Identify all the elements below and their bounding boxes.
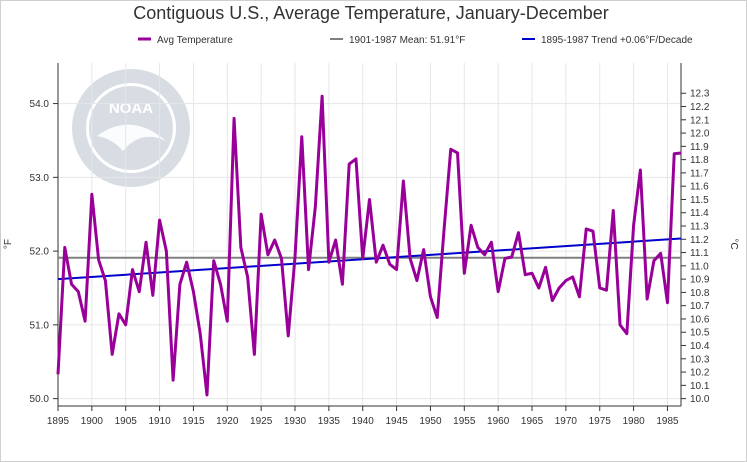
y2-axis-title: °C [728, 238, 739, 249]
y2-tick-label: 10.1 [690, 381, 710, 392]
x-tick-label: 1980 [622, 416, 645, 427]
noaa-logo-watermark: NOAA [72, 69, 190, 187]
y2-tick-label: 12.0 [690, 129, 710, 140]
x-tick-label: 1975 [589, 416, 612, 427]
x-tick-label: 1945 [385, 416, 408, 427]
x-tick-label: 1955 [453, 416, 476, 427]
legend: Avg Temperature 1901-1987 Mean: 51.91°F … [138, 35, 693, 46]
noaa-logo-text: NOAA [109, 100, 153, 117]
y-tick-label: 54.0 [30, 99, 50, 110]
x-tick-label: 1940 [352, 416, 375, 427]
y2-tick-label: 10.3 [690, 354, 710, 365]
x-tick-label: 1960 [487, 416, 510, 427]
y2-tick-label: 11.5 [690, 195, 709, 206]
x-tick-label: 1895 [47, 416, 70, 427]
x-tick-label: 1965 [521, 416, 544, 427]
x-tick-label: 1905 [115, 416, 138, 427]
legend-label-avg: Avg Temperature [157, 35, 233, 46]
y2-tick-label: 10.0 [690, 394, 710, 405]
y2-tick-label: 12.1 [690, 115, 710, 126]
y-tick-label: 51.0 [30, 320, 50, 331]
y2-tick-label: 10.4 [690, 341, 710, 352]
x-tick-label: 1915 [182, 416, 205, 427]
y-axis-ticks: 50.0 51.0 52.0 53.0 54.0 [30, 99, 58, 405]
y2-tick-label: 10.8 [690, 288, 710, 299]
legend-label-trend: 1895-1987 Trend +0.06°F/Decade [541, 35, 693, 46]
y2-tick-label: 10.6 [690, 314, 710, 325]
y-tick-label: 53.0 [30, 173, 50, 184]
y2-axis-ticks: 10.0 10.1 10.2 10.3 10.4 10.5 10.6 10.7 10.8 10.9… [681, 89, 710, 405]
y2-tick-label: 11.9 [690, 142, 709, 153]
legend-label-mean: 1901-1987 Mean: 51.91°F [349, 35, 465, 46]
x-tick-label: 1970 [555, 416, 578, 427]
y2-tick-label: 11.1 [690, 248, 709, 259]
y2-tick-label: 11.2 [690, 235, 709, 246]
y2-tick-label: 11.3 [690, 222, 709, 233]
y2-tick-label: 10.5 [690, 328, 710, 339]
legend-item-mean[interactable]: 1901-1987 Mean: 51.91°F [330, 35, 465, 46]
y2-tick-label: 11.7 [690, 168, 709, 179]
legend-item-avg[interactable]: Avg Temperature [138, 35, 233, 46]
x-tick-label: 1910 [148, 416, 171, 427]
y2-tick-label: 11.0 [690, 261, 709, 272]
avg-temperature-line [56, 94, 682, 397]
y-tick-label: 52.0 [30, 247, 50, 258]
x-tick-label: 1920 [216, 416, 239, 427]
legend-item-trend[interactable]: 1895-1987 Trend +0.06°F/Decade [522, 35, 693, 46]
chart-title: Contiguous U.S., Average Temperature, Ja… [133, 3, 609, 23]
y-axis-title: °F [3, 239, 14, 249]
y2-tick-label: 12.2 [690, 102, 710, 113]
x-tick-label: 1900 [81, 416, 104, 427]
y2-tick-label: 12.3 [690, 89, 710, 100]
y2-tick-label: 11.4 [690, 208, 709, 219]
x-axis-ticks: 1895 1900 1905 1910 1915 1920 1925 1930 1935 1940… [47, 406, 679, 427]
noaa-logo-bird [97, 124, 166, 151]
y2-tick-label: 11.8 [690, 155, 709, 166]
noaa-logo-ring [72, 69, 190, 187]
x-tick-label: 1950 [419, 416, 442, 427]
trend-line [57, 237, 682, 281]
y2-tick-label: 10.2 [690, 368, 710, 379]
y-tick-label: 50.0 [30, 394, 50, 405]
x-tick-label: 1925 [250, 416, 273, 427]
y2-tick-label: 10.9 [690, 275, 710, 286]
series-layer [56, 94, 682, 397]
y2-tick-label: 11.6 [690, 182, 709, 193]
y2-tick-label: 10.7 [690, 301, 710, 312]
x-tick-label: 1985 [656, 416, 679, 427]
x-tick-label: 1930 [284, 416, 307, 427]
x-tick-label: 1935 [318, 416, 341, 427]
